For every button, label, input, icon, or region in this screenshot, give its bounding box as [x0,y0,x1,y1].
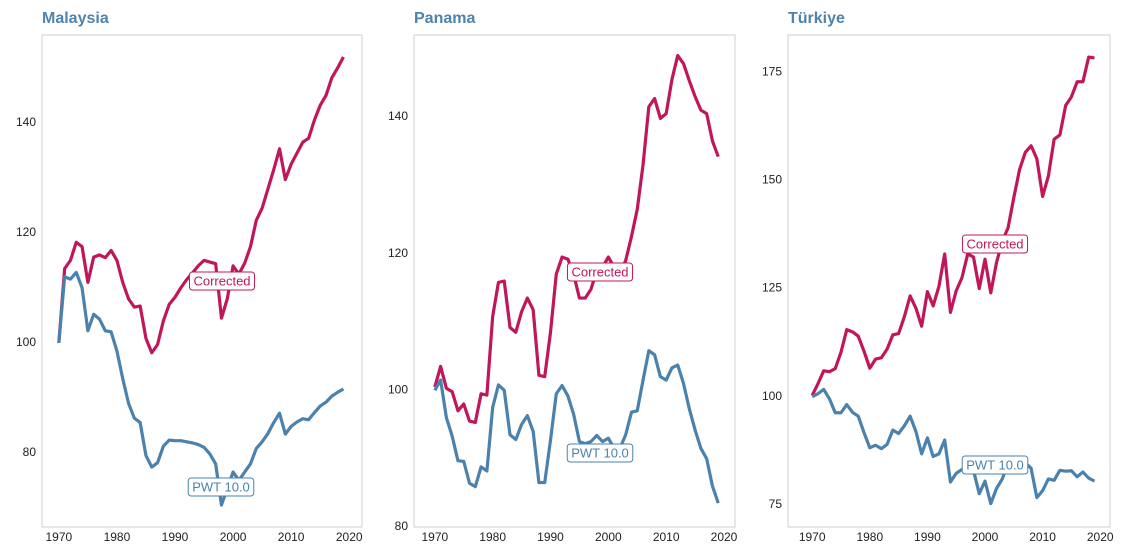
series-line [810,55,1095,397]
y-tick-label: 150 [762,173,782,187]
series-label: Corrected [966,236,1023,251]
series-line [57,56,345,355]
y-tick-label: 140 [388,109,408,123]
series-label-box [566,443,634,463]
x-tick-label: 1990 [162,530,189,544]
plot-frame [787,34,1111,528]
series-line [433,349,720,504]
y-tick-label: 125 [762,281,782,295]
x-tick-label: 2020 [336,530,363,544]
y-tick-label: 140 [16,115,36,129]
series-label-box [187,477,255,497]
x-tick-label: 2010 [278,530,305,544]
x-tick-label: 1980 [479,530,506,544]
y-tick-label: 100 [388,383,408,397]
y-tick-label: 100 [762,389,782,403]
x-tick-label: 1980 [104,530,131,544]
panel-title: Panama [414,10,475,27]
series-label: PWT 10.0 [571,445,629,460]
x-tick-label: 1990 [537,530,564,544]
series-label: PWT 10.0 [192,479,250,494]
x-tick-label: 1970 [45,530,72,544]
series-line [811,387,1096,506]
y-tick-label: 80 [23,445,37,459]
series-label-box [961,234,1029,254]
x-tick-label: 1970 [799,530,826,544]
series-label-box [566,262,634,282]
x-tick-label: 1990 [914,530,941,544]
x-tick-label: 2010 [653,530,680,544]
x-tick-label: 1980 [856,530,883,544]
y-tick-label: 175 [762,64,782,78]
series-line [57,270,345,507]
series-label-box [961,455,1029,475]
plot-frame [41,34,363,528]
x-tick-label: 2020 [711,530,738,544]
series-line [433,53,720,425]
series-label: PWT 10.0 [966,457,1024,472]
panel-title: Malaysia [42,10,109,27]
y-tick-label: 120 [16,225,36,239]
y-tick-label: 80 [395,519,409,533]
x-tick-label: 2000 [972,530,999,544]
x-tick-label: 2000 [220,530,247,544]
y-tick-label: 75 [769,497,783,511]
x-tick-label: 1970 [421,530,448,544]
x-tick-label: 2020 [1087,530,1114,544]
series-label-box [188,271,256,291]
series-label: Corrected [571,264,628,279]
plot-frame [413,34,736,528]
y-tick-label: 100 [16,335,36,349]
x-tick-label: 2000 [595,530,622,544]
panel-title: Türkiye [788,10,845,27]
y-tick-label: 120 [388,246,408,260]
series-label: Corrected [193,273,250,288]
x-tick-label: 2010 [1029,530,1056,544]
